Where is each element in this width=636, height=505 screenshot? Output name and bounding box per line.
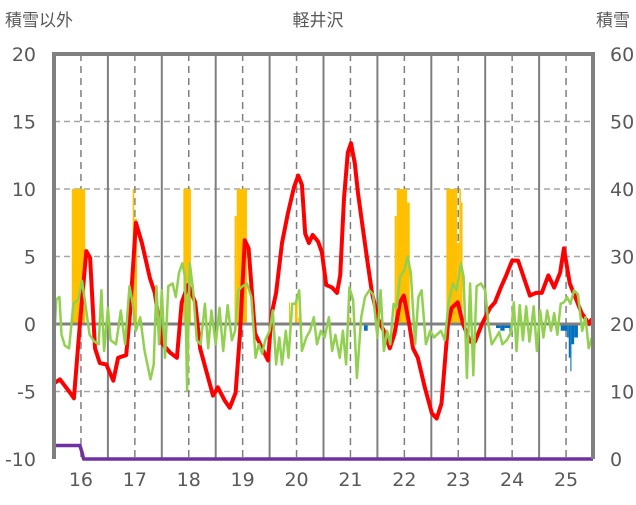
left-tick-label: -10 [5,449,36,471]
blue-bar [568,324,571,358]
orange-bar [183,189,191,324]
x-tick-label: 16 [69,469,93,491]
blue-bar [560,324,568,331]
orange-bar [289,302,291,324]
x-tick-label: 25 [554,469,578,491]
orange-bar [298,317,300,324]
left-tick-label: 20 [12,44,36,66]
right-tick-label: 0 [610,449,622,471]
orange-bar [394,216,397,324]
right-tick-label: 60 [610,44,634,66]
blue-bar [504,324,510,329]
left-tick-label: 5 [24,247,36,269]
green-series-line [52,255,594,392]
orange-bar [234,216,237,324]
blue-bar [500,324,505,331]
left-axis-title: 積雪以外 [5,11,73,31]
chart-title: 軽井沢 [293,11,344,31]
orange-bar [134,218,138,324]
left-tick-label: 15 [12,112,36,134]
right-tick-label: 20 [610,314,634,336]
orange-bar [349,317,351,324]
orange-bar [396,189,408,324]
x-tick-label: 20 [284,469,308,491]
blue-bar [574,324,578,338]
right-tick-label: 50 [610,112,634,134]
x-tick-label: 23 [446,469,470,491]
blue-bar [571,324,575,345]
blue-bar [495,324,501,329]
x-tick-label: 24 [500,469,524,491]
right-axis-title: 積雪 [596,11,630,31]
blue-bar [567,324,569,338]
x-tick-label: 21 [338,469,362,491]
orange-bar [296,297,298,324]
purple-series-line [54,443,593,461]
x-tick-label: 19 [231,469,255,491]
orange-bar [236,189,247,324]
right-tick-label: 10 [610,382,634,404]
left-tick-label: 0 [24,314,36,336]
orange-bar [459,189,461,324]
blue-bar [570,324,572,372]
left-tick-label: 10 [12,179,36,201]
plot-frame [52,52,595,459]
x-tick-label: 22 [392,469,416,491]
orange-bar [294,299,297,324]
blue-bar [363,324,368,331]
right-tick-label: 40 [610,179,634,201]
x-tick-label: 18 [177,469,201,491]
orange-bar [446,189,458,324]
red-series-line [52,141,594,421]
left-tick-label: -5 [17,382,36,404]
right-tick-label: 30 [610,247,634,269]
x-tick-label: 17 [123,469,147,491]
